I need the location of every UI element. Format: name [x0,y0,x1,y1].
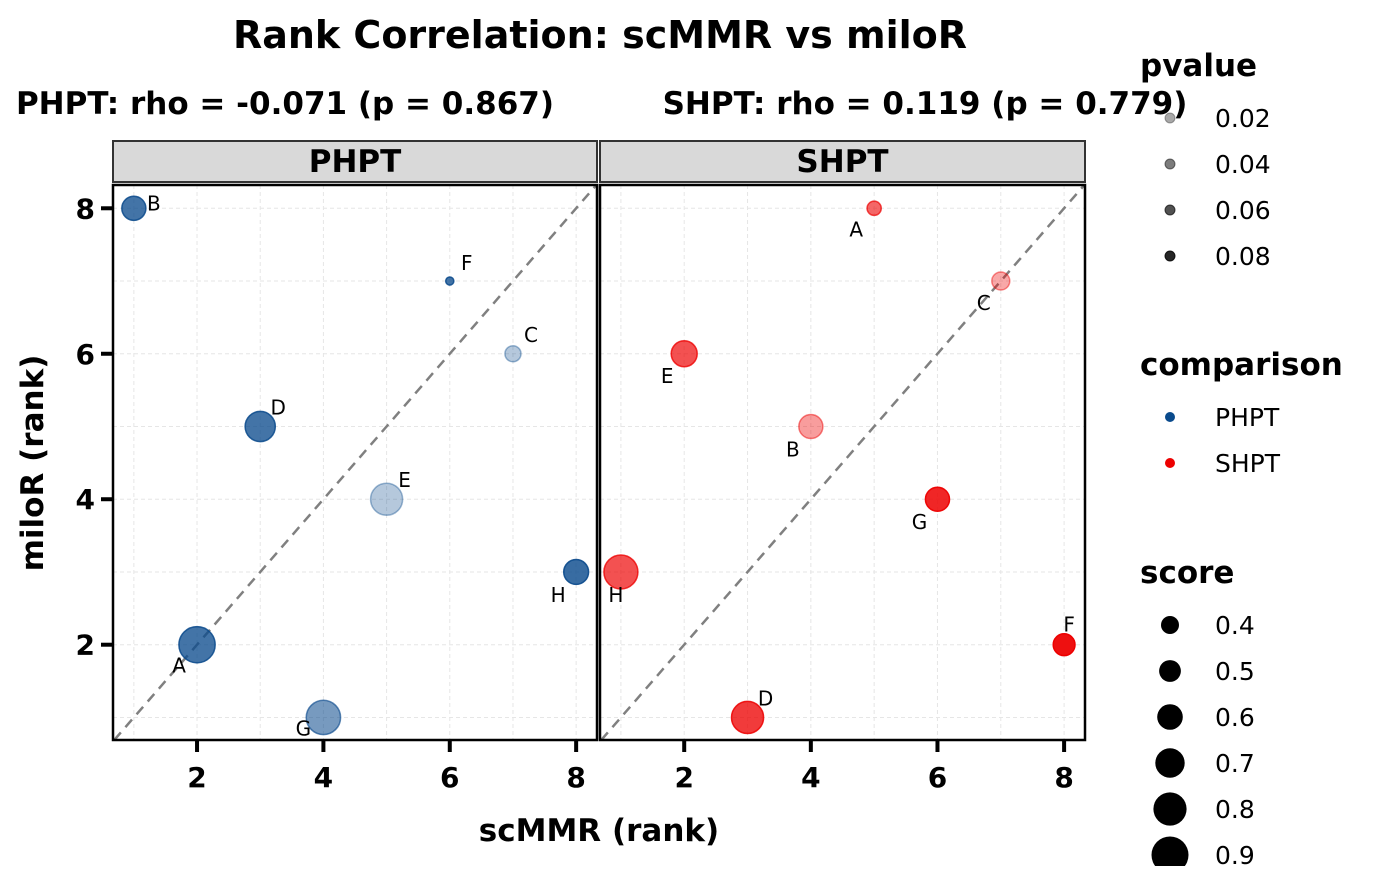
x-tick-label: 8 [566,761,585,794]
data-point-G [305,699,342,736]
legend-score-label: 0.8 [1215,795,1255,824]
data-point-H [562,558,590,586]
legend-score-swatch [1161,616,1179,634]
y-tick-label: 6 [76,338,95,371]
panel-shpt: SHPT A B C D E F G H 2 4 6 8 [598,140,1087,794]
legend-title-score: score [1140,555,1234,591]
legend-score-swatch [1153,792,1187,826]
point-label: F [1063,613,1075,637]
point-label: G [296,716,312,740]
point-label: G [912,510,928,534]
legend-comparison-label: PHPT [1215,403,1280,432]
data-point-F [1052,633,1076,657]
panel-border [598,183,1087,742]
data-point-D [730,700,765,735]
legend: pvalue 0.02 0.04 0.06 0.08 comparison PHPT SHPT… [1140,48,1343,870]
data-point-A [866,200,883,217]
point-label: B [147,191,161,215]
data-point-F [444,276,455,286]
legend-pvalue-swatch [1164,112,1176,124]
chart-title: Rank Correlation: scMMR vs miloR [233,13,967,57]
data-point-G [924,486,951,513]
y-tick-label: 4 [76,483,95,516]
point-label: A [849,217,863,241]
legend-pvalue-swatch [1164,158,1176,170]
x-tick-label: 4 [801,761,820,794]
legend-pvalue-label: 0.02 [1215,104,1271,133]
point-label: E [661,364,674,388]
facet-strip [112,140,598,183]
panel-subtitle-shpt: SHPT: rho = 0.119 (p = 0.779) [663,86,1188,122]
point-label: F [461,251,473,275]
x-tick-label: 8 [1054,761,1073,794]
point-label: C [977,291,991,315]
legend-score-label: 0.6 [1215,703,1255,732]
point-label: D [271,395,286,419]
legend-pvalue-label: 0.08 [1215,242,1271,271]
y-tick-label: 8 [76,192,95,225]
x-tick-label: 2 [674,761,693,794]
legend-title-comparison: comparison [1140,347,1343,383]
legend-score-swatch [1151,836,1189,870]
point-label: E [398,468,411,492]
data-point-B [798,413,824,440]
legend-pvalue-label: 0.06 [1215,196,1271,225]
legend-score-swatch [1159,660,1181,682]
facet-strip-label: PHPT [309,144,402,180]
point-label: D [758,686,773,710]
legend-score-label: 0.7 [1215,749,1255,778]
legend-pvalue-swatch [1164,250,1176,262]
data-point-D [244,410,277,443]
point-label: H [608,583,623,607]
point-label: A [172,654,186,678]
legend-score-label: 0.4 [1215,611,1255,640]
legend-score-swatch [1155,748,1185,778]
data-point-H [603,554,639,590]
legend-comparison-swatch [1165,458,1175,468]
legend-score-label: 0.9 [1215,841,1255,866]
legend-comparison-label: SHPT [1215,449,1281,478]
point-label: C [524,323,538,347]
legend-pvalue-swatch [1164,204,1176,216]
legend-score-swatch [1157,704,1183,730]
point-label: B [786,437,800,461]
data-point-E [369,482,404,517]
data-point-A [178,625,216,664]
data-point-C [504,344,522,363]
data-point-B [121,195,147,222]
facet-strip-label: SHPT [796,144,888,180]
panel-subtitle-phpt: PHPT: rho = -0.071 (p = 0.867) [16,86,554,122]
data-point-E [670,340,698,368]
x-tick-label: 4 [314,761,333,794]
panel-phpt: PHPT A B C D E F G H 2 4 6 8 2 4 6 8 [76,140,599,794]
data-point-C [991,271,1011,291]
y-axis-title: miloR (rank) [15,355,51,572]
reference-diagonal-line [600,184,1086,741]
x-tick-label: 6 [440,761,459,794]
y-tick-label: 2 [76,629,95,662]
legend-pvalue-label: 0.04 [1215,150,1271,179]
facet-strip [599,140,1086,183]
legend-score-label: 0.5 [1215,657,1255,686]
panel-border [111,183,599,742]
x-tick-label: 2 [187,761,206,794]
legend-title-pvalue: pvalue [1140,48,1257,84]
x-axis-title: scMMR (rank) [479,813,719,849]
legend-comparison-swatch [1165,412,1175,422]
x-tick-label: 6 [928,761,947,794]
point-label: H [551,583,566,607]
